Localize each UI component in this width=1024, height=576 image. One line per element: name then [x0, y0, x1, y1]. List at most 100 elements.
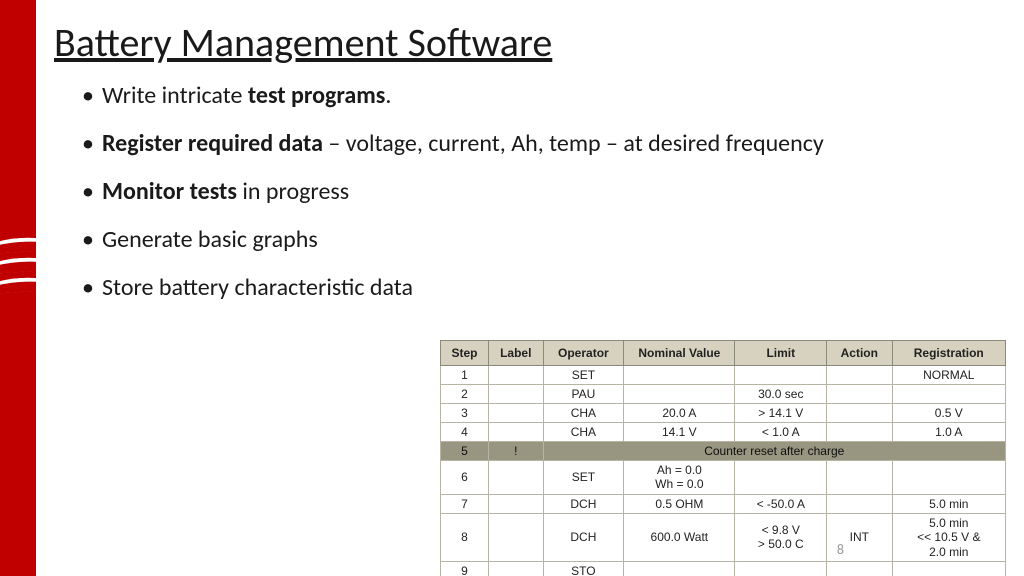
- table-row: 3 CHA20.0 A> 14.1 V 0.5 V: [441, 404, 1006, 423]
- table-header-cell: Nominal Value: [624, 341, 735, 366]
- table-cell: 5: [441, 442, 489, 461]
- table-cell: 1.0 A: [892, 423, 1005, 442]
- table-row: 2 PAU 30.0 sec: [441, 385, 1006, 404]
- bullet-text: Store battery characteristic data: [102, 273, 413, 302]
- table-cell: [735, 561, 827, 576]
- table-cell: !: [488, 442, 543, 461]
- table-cell: < 9.8 V > 50.0 C: [735, 513, 827, 561]
- table-cell: 0.5 V: [892, 404, 1005, 423]
- table-cell: [827, 423, 892, 442]
- table-cell: CHA: [543, 404, 624, 423]
- table-cell: [892, 561, 1005, 576]
- bullet-text-bold: Monitor tests: [102, 177, 237, 206]
- table-cell: 1: [441, 366, 489, 385]
- table-cell: SET: [543, 461, 624, 495]
- table-cell: 20.0 A: [624, 404, 735, 423]
- table-cell: 14.1 V: [624, 423, 735, 442]
- slide-title: Battery Management Software: [54, 18, 1004, 67]
- table-body: 1 SET NORMAL 2 PAU 30.0 sec 3 CHA20.0 A> 14.1 V…: [441, 366, 1006, 576]
- table-cell: [488, 494, 543, 513]
- table-cell: [827, 366, 892, 385]
- table-cell: [827, 385, 892, 404]
- page-number: 8: [837, 541, 844, 558]
- table-cell: 0.5 OHM: [624, 494, 735, 513]
- table-cell: [624, 385, 735, 404]
- table-header-cell: Operator: [543, 341, 624, 366]
- table-row: 7 DCH0.5 OHM< -50.0 A 5.0 min: [441, 494, 1006, 513]
- bullet-item: Write intricate test programs.: [82, 81, 1004, 111]
- slide: Battery Management Software Write intric…: [0, 0, 1024, 576]
- bullet-item: Generate basic graphs: [82, 225, 1004, 255]
- table-header-cell: Action: [827, 341, 892, 366]
- table-cell: [488, 561, 543, 576]
- table-cell: [488, 461, 543, 495]
- table-cell: < 1.0 A: [735, 423, 827, 442]
- table-row: 5!Counter reset after charge: [441, 442, 1006, 461]
- bullet-text-post: .: [385, 81, 391, 110]
- test-program-table: StepLabelOperatorNominal ValueLimitActio…: [440, 340, 1006, 576]
- bullet-text-bold: test programs: [248, 81, 386, 110]
- table-row: 6 SETAh = 0.0 Wh = 0.0: [441, 461, 1006, 495]
- table-cell: [624, 561, 735, 576]
- table-cell: [892, 385, 1005, 404]
- table-cell: 4: [441, 423, 489, 442]
- accent-bar: [0, 0, 36, 576]
- table-cell: 5.0 min: [892, 494, 1005, 513]
- bullet-item: Monitor tests in progress: [82, 177, 1004, 207]
- bullet-text-post: – voltage, current, Ah, temp – at desire…: [323, 129, 824, 158]
- table-cell: [827, 461, 892, 495]
- table-header-cell: Registration: [892, 341, 1005, 366]
- bullet-item: Register required data – voltage, curren…: [82, 129, 1004, 159]
- table-cell: SET: [543, 366, 624, 385]
- table-cell: CHA: [543, 423, 624, 442]
- wave-decoration: [0, 255, 36, 275]
- table-cell: 6: [441, 461, 489, 495]
- wave-decoration: [0, 275, 36, 295]
- table-cell: [488, 423, 543, 442]
- table-cell: [735, 461, 827, 495]
- bullet-list: Write intricate test programs. Register …: [54, 81, 1004, 303]
- bullet-text: Generate basic graphs: [102, 225, 318, 254]
- bullet-text-post: in progress: [237, 177, 349, 206]
- table-cell: Ah = 0.0 Wh = 0.0: [624, 461, 735, 495]
- bullet-item: Store battery characteristic data: [82, 273, 1004, 303]
- table-header-cell: Limit: [735, 341, 827, 366]
- table-cell: [488, 385, 543, 404]
- table-row: 4 CHA14.1 V< 1.0 A 1.0 A: [441, 423, 1006, 442]
- table-cell: 8: [441, 513, 489, 561]
- bullet-text-bold: Register required data: [102, 129, 323, 158]
- table-header-cell: Step: [441, 341, 489, 366]
- bullet-text-pre: Write intricate: [102, 81, 248, 110]
- table-header-row: StepLabelOperatorNominal ValueLimitActio…: [441, 341, 1006, 366]
- table-cell: 3: [441, 404, 489, 423]
- table-cell: [827, 404, 892, 423]
- table-cell: [827, 494, 892, 513]
- table-cell: [488, 404, 543, 423]
- table-cell: < -50.0 A: [735, 494, 827, 513]
- table-cell: 30.0 sec: [735, 385, 827, 404]
- table-cell: 7: [441, 494, 489, 513]
- table-header-cell: Label: [488, 341, 543, 366]
- table-cell: 9: [441, 561, 489, 576]
- table-cell: [735, 366, 827, 385]
- test-program-table-wrap: StepLabelOperatorNominal ValueLimitActio…: [440, 340, 1006, 576]
- table-cell: DCH: [543, 494, 624, 513]
- table-cell: [892, 461, 1005, 495]
- table-cell: [488, 513, 543, 561]
- table-cell: 5.0 min << 10.5 V & 2.0 min: [892, 513, 1005, 561]
- table-cell: [488, 366, 543, 385]
- table-cell: > 14.1 V: [735, 404, 827, 423]
- table-cell: PAU: [543, 385, 624, 404]
- content-area: Battery Management Software Write intric…: [54, 18, 1004, 321]
- table-cell: [827, 561, 892, 576]
- table-row: 9 STO: [441, 561, 1006, 576]
- table-row: 1 SET NORMAL: [441, 366, 1006, 385]
- table-row: 8DCH600.0 Watt< 9.8 V > 50.0 CINT5.0 min…: [441, 513, 1006, 561]
- wave-decoration: [0, 235, 36, 255]
- table-cell: 2: [441, 385, 489, 404]
- table-cell: DCH: [543, 513, 624, 561]
- table-cell: [624, 366, 735, 385]
- table-cell: 600.0 Watt: [624, 513, 735, 561]
- table-cell: NORMAL: [892, 366, 1005, 385]
- table-cell: STO: [543, 561, 624, 576]
